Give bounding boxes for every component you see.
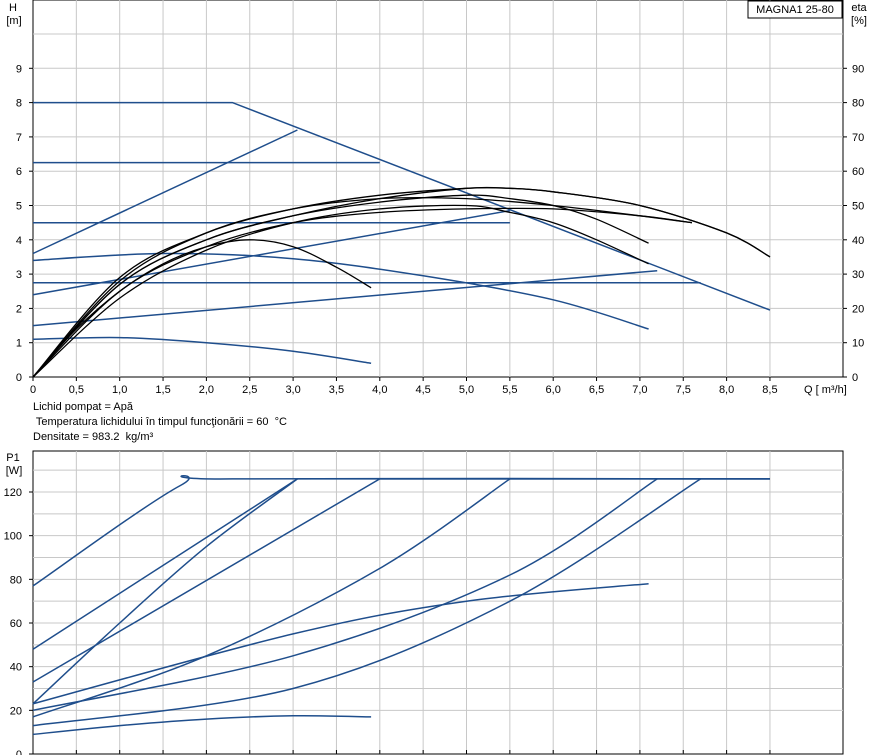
y-tick-label: 8 [16,98,22,110]
head-curve-7 [32,269,658,327]
x-tick-label: 2,0 [199,384,214,396]
efficiency-curve-4 [32,207,692,378]
y-tick-label: 6 [16,166,22,178]
efficiency-axis-unit: [%] [851,15,867,27]
power-curve-7 [32,478,702,727]
head-curve-2 [32,129,298,255]
y-right-tick-label: 80 [852,98,864,110]
head-chart-grid [33,0,843,377]
flow-axis-label: Q [ m³/h] [804,384,847,396]
y-right-tick-label: 10 [852,338,864,350]
y-tick-label: 2 [16,303,22,315]
x-tick-label: 1,0 [112,384,127,396]
x-tick-label: 7,5 [676,384,691,396]
power-chart: 0 20 40 60 80 100 120 P1 [W] [4,450,844,755]
head-curve-1 [33,101,771,311]
y-right-tick-label: 40 [852,235,864,247]
head-axis-unit: [m] [6,15,21,27]
x-tick-label: 5,5 [502,384,517,396]
y-tick-label: 0 [16,749,22,755]
head-chart-frame [32,0,844,378]
model-label: MAGNA1 25-80 [756,4,834,16]
y-tick-label: 5 [16,201,22,213]
head-chart-ticks: 0 0,5 1,0 1,5 2,0 2,5 3,0 3,5 4,0 4,5 5,0 5,5 6,0 6,5… [16,63,864,396]
y-tick-label: 4 [16,235,22,247]
x-tick-label: 5,0 [459,384,474,396]
y-right-tick-label: 50 [852,201,864,213]
efficiency-curve-5 [32,196,692,378]
x-tick-label: 6,5 [589,384,604,396]
model-label-box [747,0,843,19]
power-curve-5 [32,478,511,718]
x-tick-label: 4,0 [372,384,387,396]
y-tick-label: 3 [16,269,22,281]
efficiency-axis-label: eta [851,2,867,14]
y-right-tick-label: 70 [852,132,864,144]
efficiency-curve-7 [32,186,771,378]
x-tick-label: 8,5 [762,384,777,396]
x-tick-label: 0,5 [69,384,84,396]
power-curve-6 [32,478,658,712]
efficiency-curve-2 [32,204,649,378]
power-chart-series [32,475,771,736]
y-tick-label: 120 [4,487,22,499]
x-tick-label: 0 [30,384,36,396]
y-tick-label: 100 [4,531,22,543]
x-tick-label: 4,5 [416,384,431,396]
power-chart-ticks: 0 20 40 60 80 100 120 [4,487,771,755]
x-tick-label: 6,0 [546,384,561,396]
x-tick-label: 7,0 [632,384,647,396]
head-axis-label: H [9,2,17,14]
power-curve-8 [32,582,649,705]
x-tick-label: 3,5 [329,384,344,396]
power-curve-4 [32,478,298,705]
y-tick-label: 7 [16,132,22,144]
y-tick-label: 80 [10,574,22,586]
head-curve-8 [32,252,649,330]
head-efficiency-chart: 0 0,5 1,0 1,5 2,0 2,5 3,0 3,5 4,0 4,5 5,0 5,5 6,0 6,5… [6,0,868,396]
x-tick-label: 3,0 [285,384,300,396]
y-right-tick-label: 0 [852,372,858,384]
x-tick-label: 2,5 [242,384,257,396]
y-right-tick-label: 60 [852,166,864,178]
y-tick-label: 1 [16,338,22,350]
head-chart-series [32,101,771,378]
y-right-tick-label: 20 [852,303,864,315]
x-tick-label: 1,5 [155,384,170,396]
liquid-info: Lichid pompat = Apă [33,401,133,413]
power-curve-3 [32,478,770,683]
temperature-info: Temperatura lichidului în timpul funcţio… [33,416,287,428]
head-curve-9 [32,336,372,365]
y-right-tick-label: 30 [852,269,864,281]
y-tick-label: 9 [16,63,22,75]
power-chart-frame [32,450,844,755]
y-right-tick-label: 90 [852,63,864,75]
x-tick-label: 8,0 [719,384,734,396]
y-tick-label: 60 [10,618,22,630]
power-axis-unit: [W] [6,465,23,477]
power-chart-grid [33,451,843,754]
y-tick-label: 0 [16,372,22,384]
power-axis-label: P1 [6,452,19,464]
y-tick-label: 20 [10,705,22,717]
head-curve-5 [32,209,511,296]
power-curve-2 [32,478,770,650]
density-info: Densitate = 983.2 kg/m³ [33,431,154,443]
y-tick-label: 40 [10,662,22,674]
power-curve-9 [32,714,372,736]
